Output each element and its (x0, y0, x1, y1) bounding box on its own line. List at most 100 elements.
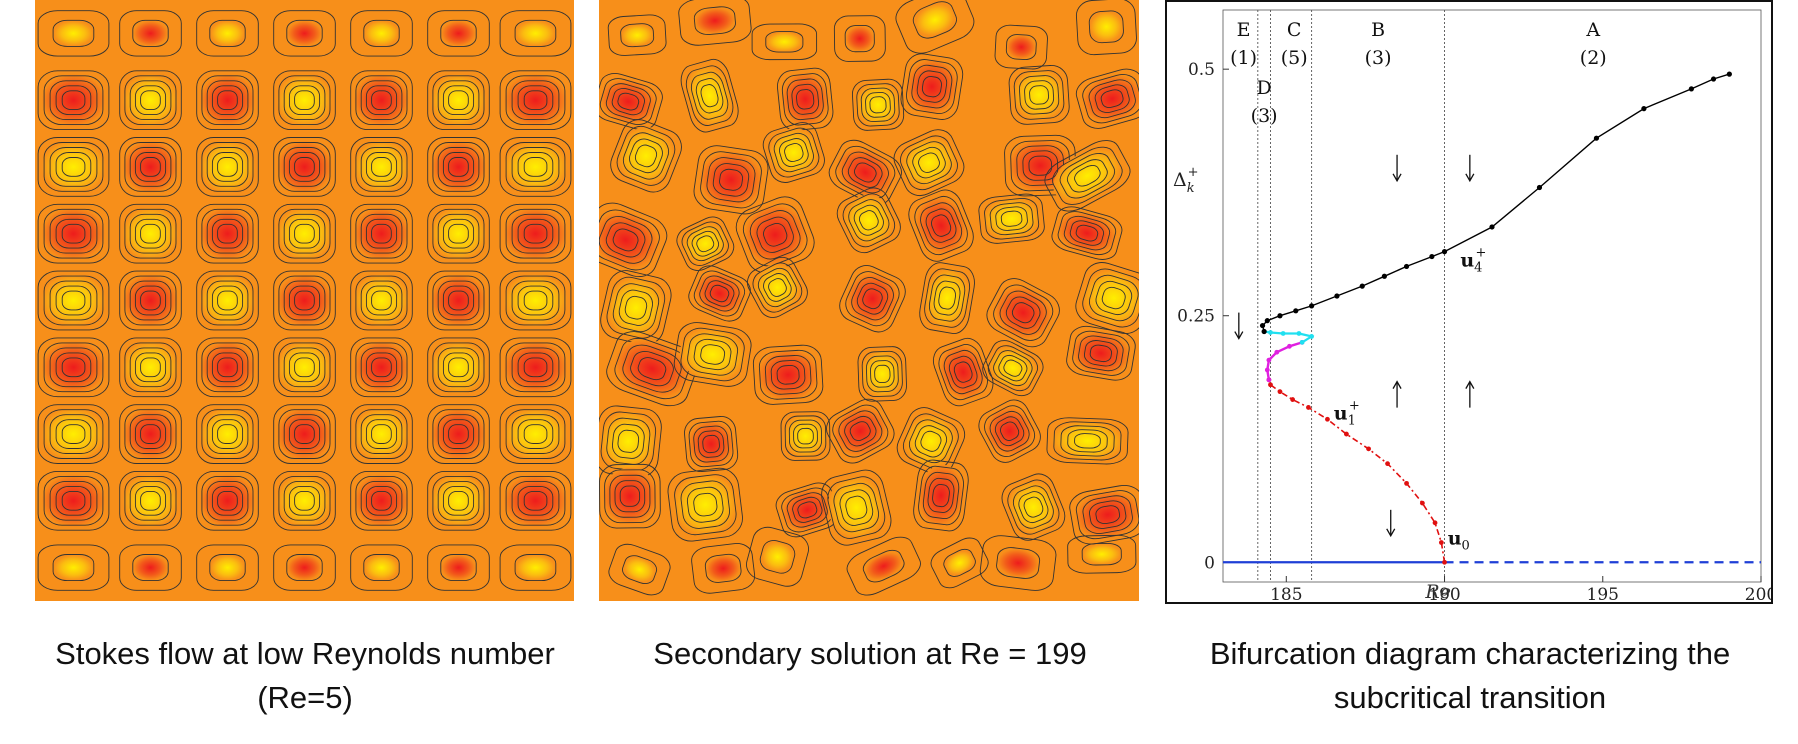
vortex-cell (599, 202, 668, 278)
x-tick-label: 200 (1745, 585, 1771, 602)
vortex-cell (680, 58, 739, 133)
y-axis-label: Δk+ (1173, 165, 1199, 196)
series-u1+-point (1277, 389, 1283, 395)
series-cyan-point (1280, 331, 1286, 336)
vortex-cell (607, 14, 667, 56)
series-u4+-point (1293, 308, 1299, 314)
vortex-cell (273, 544, 336, 591)
series-u1+-point (1442, 559, 1447, 565)
vortex-cell (350, 137, 413, 197)
vortex-cell (913, 459, 969, 532)
vortex-cell (826, 398, 895, 464)
vortex-cell (427, 404, 490, 464)
vortex-cell (350, 203, 413, 264)
vortex-cell (1001, 473, 1066, 541)
series-magenta-point (1274, 349, 1280, 355)
vortex-cell (930, 537, 989, 589)
series-u1+-point (1306, 405, 1311, 410)
series-cyan-point (1299, 339, 1305, 345)
vortex-cell (427, 70, 490, 131)
vortex-cell (427, 10, 490, 57)
vortex-cell (893, 129, 965, 197)
vortex-cell (350, 404, 413, 464)
x-tick-label: 185 (1270, 585, 1302, 602)
flow-arrow-up (1465, 380, 1475, 408)
vortex-cell (836, 187, 901, 254)
vortex-cell (1069, 485, 1139, 545)
series-u4+-point (1359, 283, 1365, 289)
vortex-cell (599, 405, 662, 478)
series-u4+-point (1403, 263, 1410, 270)
vortex-cell (1046, 417, 1129, 465)
vortex-cell (828, 139, 902, 206)
vortex-cell (735, 196, 815, 274)
vortex-cell (499, 10, 572, 57)
series-u1+-label: u1+ (1334, 398, 1360, 428)
vortex-cell (1075, 0, 1137, 56)
vortex-cell (499, 203, 572, 264)
vortex-cell (851, 78, 905, 131)
vortex-cell (821, 469, 892, 546)
series-cyan-point (1309, 334, 1315, 339)
vortex-cell (1066, 325, 1136, 381)
vortex-cell (273, 470, 336, 531)
series-u1+-point (1404, 480, 1409, 486)
vortex-cell (895, 0, 975, 54)
series-u1+-point (1290, 397, 1296, 402)
vortex-cell (119, 544, 182, 591)
series-u4+-point (1593, 135, 1600, 141)
vortex-cell (747, 256, 808, 318)
vortex-cell (688, 265, 751, 322)
vortex-cell (37, 404, 110, 464)
vortex-cell (499, 70, 572, 131)
vortex-cell (350, 70, 413, 131)
vortex-cell (693, 145, 769, 215)
vortex-cell (196, 337, 259, 398)
vortex-cell (350, 10, 413, 57)
series-u4+-point (1264, 318, 1270, 324)
series-u1+-point (1385, 461, 1390, 467)
vortex-cell (762, 122, 825, 183)
vortex-cell (667, 467, 743, 542)
vortex-cell (780, 411, 831, 461)
secondary-solution-field (599, 0, 1139, 601)
series-u4+-point (1277, 313, 1283, 319)
vortex-cell (752, 344, 824, 405)
series-u4+-point (1489, 224, 1495, 230)
vortex-cell (751, 23, 818, 61)
series-u4+-point (1536, 184, 1543, 191)
vortex-cell (273, 10, 336, 57)
vortex-cell (273, 404, 336, 464)
series-u1+-point (1325, 416, 1330, 422)
vortex-cell (676, 216, 735, 271)
vortex-cell (846, 536, 921, 596)
vortex-cell (599, 463, 661, 529)
series-u4+-point (1429, 253, 1435, 260)
series-u1+-line (1268, 379, 1446, 563)
plot-frame (1222, 9, 1762, 583)
series-u4+-point (1688, 86, 1694, 92)
vortex-cell (1067, 534, 1137, 574)
vortex-cell (427, 470, 490, 531)
y-tick-label: 0 (1204, 553, 1215, 573)
vortex-cell (691, 543, 756, 594)
series-u1+-point (1366, 446, 1371, 452)
flow-arrow-down (1386, 509, 1396, 538)
vortex-cell (608, 543, 671, 596)
vortex-cell (777, 67, 834, 131)
series-u1+-point (1432, 520, 1438, 526)
vortex-cell (499, 137, 572, 197)
vortex-cell (196, 470, 259, 531)
region-letter: C (1287, 19, 1302, 41)
vortex-cell (350, 470, 413, 531)
series-u4+-point (1726, 71, 1732, 77)
vortex-cell (196, 203, 259, 264)
series-u4+-point (1641, 106, 1647, 112)
flow-arrow-down (1234, 312, 1244, 340)
vortex-cell (986, 278, 1060, 348)
y-tick-label: 0.5 (1188, 60, 1215, 80)
x-tick-label: 190 (1428, 585, 1460, 602)
vortex-cell (499, 544, 572, 591)
x-tick-label: 195 (1587, 585, 1619, 602)
vortex-cell (273, 337, 336, 398)
